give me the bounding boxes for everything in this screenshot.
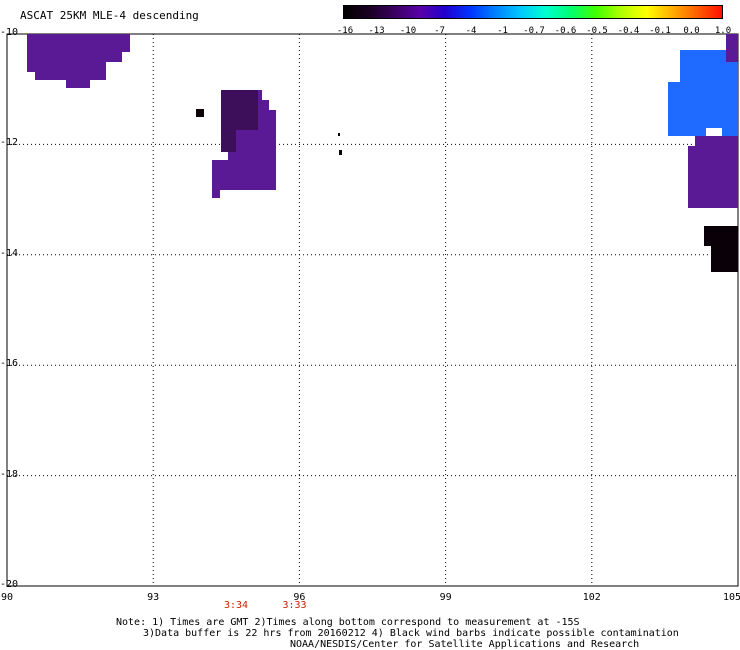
color-scale-bar bbox=[343, 5, 723, 19]
latitude-label: -10 bbox=[0, 27, 19, 38]
color-scale-tick-label: -10 bbox=[399, 26, 417, 36]
longitude-label: 93 bbox=[147, 592, 160, 603]
latitude-label: -18 bbox=[0, 468, 19, 480]
data-region bbox=[221, 90, 258, 152]
color-scale-tick-label: -1 bbox=[497, 26, 508, 36]
color-scale-tick-label: -13 bbox=[368, 26, 385, 36]
color-scale-tick-label: -0.7 bbox=[523, 26, 545, 36]
longitude-label: 96 bbox=[293, 592, 306, 603]
data-region bbox=[196, 109, 204, 117]
note-line-1: Note: 1) Times are GMT 2)Times along bot… bbox=[116, 617, 580, 628]
pass-time-label: 3:34 bbox=[223, 600, 249, 611]
latitude-label: -14 bbox=[0, 247, 19, 259]
color-scale-tick-label: -4 bbox=[465, 26, 477, 36]
color-scale-tick-label: -16 bbox=[336, 26, 354, 36]
plot-frame bbox=[6, 33, 739, 587]
color-scale-tick-label: -0.6 bbox=[554, 26, 577, 36]
longitude-label: 99 bbox=[439, 592, 452, 603]
credit-line: NOAA/NESDIS/Center for Satellite Applica… bbox=[290, 639, 640, 650]
color-scale-tick-label: -0.1 bbox=[649, 26, 671, 36]
data-region bbox=[668, 50, 738, 138]
latitude-label: -12 bbox=[0, 137, 19, 149]
color-scale-tick-label: 0.0 bbox=[683, 26, 700, 36]
map-title: ASCAT 25KM MLE-4 descending bbox=[20, 9, 199, 22]
island-mark bbox=[339, 150, 342, 155]
island-mark bbox=[338, 133, 340, 136]
pass-time-label: 3:33 bbox=[282, 600, 307, 611]
color-scale-tick-label: -0.4 bbox=[617, 26, 640, 36]
data-region bbox=[726, 34, 738, 62]
data-region bbox=[688, 136, 738, 208]
longitude-label: 102 bbox=[582, 592, 601, 603]
color-scale-tick-label: 1.0 bbox=[714, 26, 732, 36]
data-region bbox=[27, 34, 130, 88]
longitude-label: 105 bbox=[722, 592, 740, 603]
color-scale-tick-label: -7 bbox=[434, 26, 445, 36]
longitude-label: 90 bbox=[0, 592, 14, 603]
note-line-2: 3)Data buffer is 22 hrs from 20160212 4)… bbox=[143, 628, 679, 639]
latitude-label: -16 bbox=[0, 358, 19, 370]
latitude-label: -20 bbox=[0, 579, 19, 590]
color-scale-tick-label: -0.5 bbox=[586, 26, 608, 36]
data-region bbox=[704, 226, 738, 272]
